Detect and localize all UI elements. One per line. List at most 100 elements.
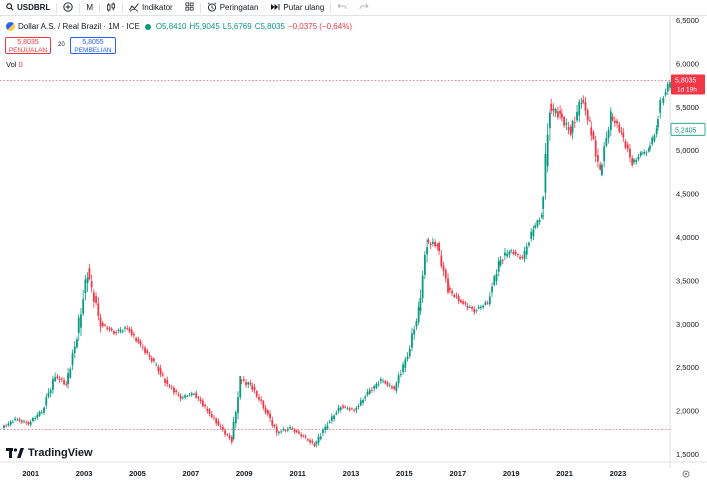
- candle-body: [569, 126, 572, 135]
- time-tick-label: 2013: [343, 469, 360, 478]
- time-tick-label: 2019: [503, 469, 520, 478]
- candle-body: [76, 339, 78, 348]
- symbol-search-button[interactable]: USDBRL: [0, 0, 56, 15]
- candle-body: [590, 127, 593, 136]
- candle-body: [210, 414, 213, 418]
- candle-body: [649, 145, 651, 149]
- interval-button[interactable]: M: [80, 0, 99, 15]
- candle-body: [34, 418, 37, 419]
- candle-body: [137, 339, 140, 343]
- alerts-button[interactable]: Peringatan: [201, 0, 265, 15]
- chart-type-button[interactable]: [100, 0, 122, 15]
- tradingview-logo[interactable]: TradingView: [6, 447, 93, 459]
- time-tick-label: 2021: [556, 469, 573, 478]
- sell-label: PENJUALAN: [8, 47, 48, 54]
- candle-body: [440, 255, 443, 267]
- search-icon: [6, 2, 14, 13]
- candle-body: [324, 426, 327, 431]
- candle-body: [438, 242, 441, 252]
- candle-body: [366, 391, 369, 396]
- candle-body: [306, 439, 309, 441]
- candle-body: [166, 380, 169, 384]
- candle-body: [148, 355, 151, 357]
- candle-body: [269, 413, 271, 419]
- candle-body: [337, 407, 340, 411]
- candle-body: [482, 305, 485, 308]
- candle-body: [629, 148, 631, 158]
- price-tick-label: 6,0000: [676, 59, 699, 68]
- candle-body: [54, 377, 57, 382]
- candle-body: [144, 347, 146, 353]
- candle-body: [313, 443, 316, 447]
- candle-body: [333, 415, 336, 420]
- candle-body: [115, 332, 118, 334]
- candle-body: [234, 412, 237, 424]
- sell-button[interactable]: 5,8035 PENJUALAN: [5, 37, 51, 54]
- candle-body: [382, 380, 384, 382]
- candle-body: [179, 395, 182, 399]
- candle-body: [475, 310, 478, 312]
- series-title[interactable]: Dollar A.S. / Real Brazil · 1M · ICE: [18, 22, 140, 31]
- candle-body: [139, 341, 142, 345]
- candle-body: [27, 422, 30, 425]
- candle-body: [444, 270, 447, 279]
- candle-body: [215, 418, 218, 424]
- candle-body: [546, 134, 549, 167]
- candle-body: [247, 382, 250, 385]
- candle-body: [601, 164, 603, 176]
- candle-body: [7, 423, 10, 426]
- candle-body: [462, 301, 465, 304]
- candle-body: [499, 259, 502, 266]
- price-tick-label: 5,0000: [676, 146, 699, 155]
- candle-body: [155, 364, 158, 366]
- candle-body: [173, 387, 175, 393]
- candle-body: [538, 219, 541, 222]
- time-tick-label: 2023: [610, 469, 627, 478]
- candle-body: [97, 303, 100, 316]
- candle-body: [597, 155, 599, 162]
- candle-body: [346, 407, 349, 409]
- candle-body: [110, 328, 113, 331]
- candle-body: [594, 140, 597, 157]
- candle-body: [519, 256, 521, 259]
- candle-body: [563, 117, 566, 126]
- candle-body: [455, 295, 458, 297]
- undo-button[interactable]: [331, 0, 353, 15]
- candle-body: [92, 292, 95, 302]
- templates-button[interactable]: [179, 0, 200, 15]
- candle-body: [613, 120, 616, 124]
- candle-body: [23, 421, 25, 423]
- candle-body: [540, 214, 543, 218]
- candle-body: [63, 380, 65, 385]
- indicators-button[interactable]: Indikator: [123, 0, 179, 15]
- price-tick-label: 2,5000: [676, 363, 699, 372]
- compare-button[interactable]: [57, 0, 79, 15]
- candle-body: [586, 110, 589, 121]
- candle-body: [95, 296, 97, 303]
- time-tick-label: 2015: [396, 469, 413, 478]
- candle-body: [32, 417, 34, 422]
- candle-body: [175, 390, 178, 393]
- candle-body: [421, 275, 424, 299]
- candle-body: [391, 386, 393, 389]
- candle-body: [101, 323, 104, 326]
- candle-body: [201, 400, 204, 407]
- candle-body: [506, 253, 509, 257]
- candle-body: [29, 422, 32, 425]
- close-value: C5,8035: [254, 22, 285, 31]
- price-chart[interactable]: 6,5000 6,0000 5,5000 5,0000 4,5000 4,0000 3,50…: [0, 16, 707, 484]
- candle-body: [669, 82, 671, 88]
- candle-body: [624, 141, 627, 148]
- redo-button[interactable]: [353, 0, 375, 15]
- symbol-label: USDBRL: [17, 3, 51, 12]
- price-tick-label: 4,5000: [676, 190, 699, 199]
- candle-body: [11, 421, 14, 423]
- candle-body: [188, 394, 191, 396]
- buy-button[interactable]: 5,8055 PEMBELIAN: [70, 37, 116, 54]
- replay-button[interactable]: Putar ulang: [264, 0, 330, 15]
- candle-body: [359, 400, 362, 406]
- candle-body: [473, 308, 476, 313]
- settings-gear-icon[interactable]: [682, 470, 690, 478]
- candle-body: [295, 430, 298, 432]
- candle-body: [322, 429, 324, 434]
